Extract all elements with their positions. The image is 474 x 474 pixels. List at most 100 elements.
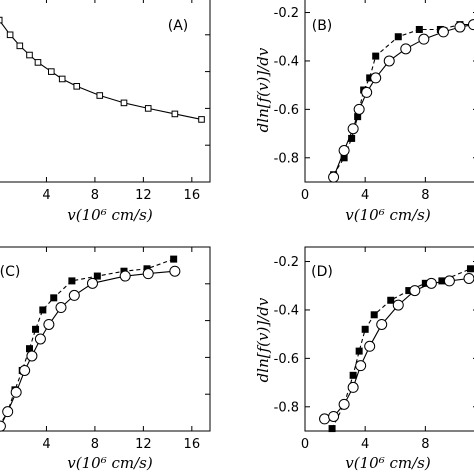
data-point [353, 103, 365, 115]
data-point [467, 19, 474, 31]
y-axis-label: dln[f(v)]/dv [254, 47, 272, 132]
data-point [418, 33, 430, 45]
x-axis-label: v(10⁶ cm/s) [67, 206, 153, 224]
data-point [16, 42, 24, 50]
data-point [415, 25, 423, 33]
data-point [120, 99, 128, 107]
data-point [26, 350, 38, 362]
y-tick-label: -0.6 [274, 352, 299, 367]
data-point [34, 333, 46, 345]
data-point [50, 294, 58, 302]
data-point [370, 311, 378, 319]
x-tick-label: 8 [421, 188, 429, 203]
data-point [438, 277, 446, 285]
x-tick-label: 16 [184, 437, 201, 452]
x-axis-label: v(10⁶ cm/s) [345, 206, 431, 224]
data-point [6, 31, 14, 39]
data-point [58, 75, 66, 83]
data-point [370, 72, 382, 84]
series-1 [0, 16, 205, 123]
data-point [328, 425, 336, 433]
series-1 [328, 265, 474, 433]
data-point [19, 364, 31, 376]
panel-c: 4 8 12 16 (C) v(10⁶ cm/s) [0, 246, 211, 472]
data-point [0, 420, 6, 432]
panel-b: 0 4 8 -0.8 -0.6 -0.4 -0.2 (B) v(10⁶ cm/s) dln[f(v… [254, 0, 474, 224]
data-point [425, 277, 437, 289]
data-point [376, 318, 388, 330]
data-point [169, 265, 181, 277]
data-point [364, 340, 376, 352]
data-point [142, 268, 154, 280]
data-point [119, 270, 131, 282]
series-line [0, 20, 202, 120]
y-tick-label: -0.2 [274, 6, 299, 21]
y-tick-label: -0.2 [274, 255, 299, 270]
y-axis-label: dln[f(v)]/dv [254, 297, 272, 382]
axes-frame [0, 246, 211, 432]
data-point [354, 113, 362, 121]
data-point [93, 272, 101, 280]
data-point [338, 398, 350, 410]
x-tick-label: 8 [91, 437, 99, 452]
data-point [355, 347, 363, 355]
series-line [0, 258, 174, 426]
data-point [2, 406, 14, 418]
data-point [39, 306, 47, 314]
x-axis-label: v(10⁶ cm/s) [345, 454, 431, 472]
data-point [405, 287, 413, 295]
data-point [372, 52, 380, 60]
data-point [383, 55, 395, 67]
data-point [319, 413, 331, 425]
series-line [324, 277, 470, 420]
panel-label: (C) [0, 264, 20, 280]
data-point [366, 74, 374, 82]
x-tick-label: 4 [42, 437, 50, 452]
series-2 [328, 19, 474, 183]
panel-a: 4 8 12 16 (A) v(10⁶ cm/s) [0, 0, 211, 224]
data-point [340, 154, 348, 162]
data-point [409, 285, 421, 297]
series-2 [0, 265, 181, 432]
y-tick-label: -0.4 [274, 54, 299, 69]
data-point [421, 279, 429, 287]
data-point [392, 299, 404, 311]
data-point [387, 296, 395, 304]
y-tick-label: -0.4 [274, 303, 299, 318]
data-point [347, 381, 359, 393]
x-tick-label: 0 [301, 437, 309, 452]
axes-frame [0, 0, 211, 183]
y-tick-label: -0.8 [274, 151, 299, 166]
x-tick-label: 16 [184, 188, 201, 203]
data-point [171, 110, 179, 118]
panel-label: (B) [312, 18, 333, 34]
data-point [348, 134, 356, 142]
data-point [347, 123, 359, 135]
series-2 [319, 272, 474, 425]
x-tick-label: 12 [135, 437, 152, 452]
data-point [349, 371, 357, 379]
data-point [0, 16, 3, 24]
data-point [463, 272, 474, 284]
data-point [394, 33, 402, 41]
data-point [86, 277, 98, 289]
data-point [454, 21, 466, 33]
axes-frame [304, 0, 474, 183]
x-tick-label: 4 [361, 188, 369, 203]
x-tick-label: 8 [91, 188, 99, 203]
series-1 [330, 21, 474, 179]
x-tick-label: 8 [421, 437, 429, 452]
data-point [73, 83, 81, 90]
data-point [10, 386, 22, 398]
x-axis-label: v(10⁶ cm/s) [67, 454, 153, 472]
data-point [355, 360, 367, 372]
data-point [68, 289, 80, 301]
data-point [55, 302, 67, 314]
x-tick-label: 12 [135, 188, 152, 203]
data-point [26, 51, 33, 59]
data-point [43, 318, 55, 330]
x-tick-label: 0 [301, 188, 309, 203]
axes-frame [304, 246, 474, 432]
data-point [328, 171, 340, 183]
data-point [48, 68, 55, 75]
